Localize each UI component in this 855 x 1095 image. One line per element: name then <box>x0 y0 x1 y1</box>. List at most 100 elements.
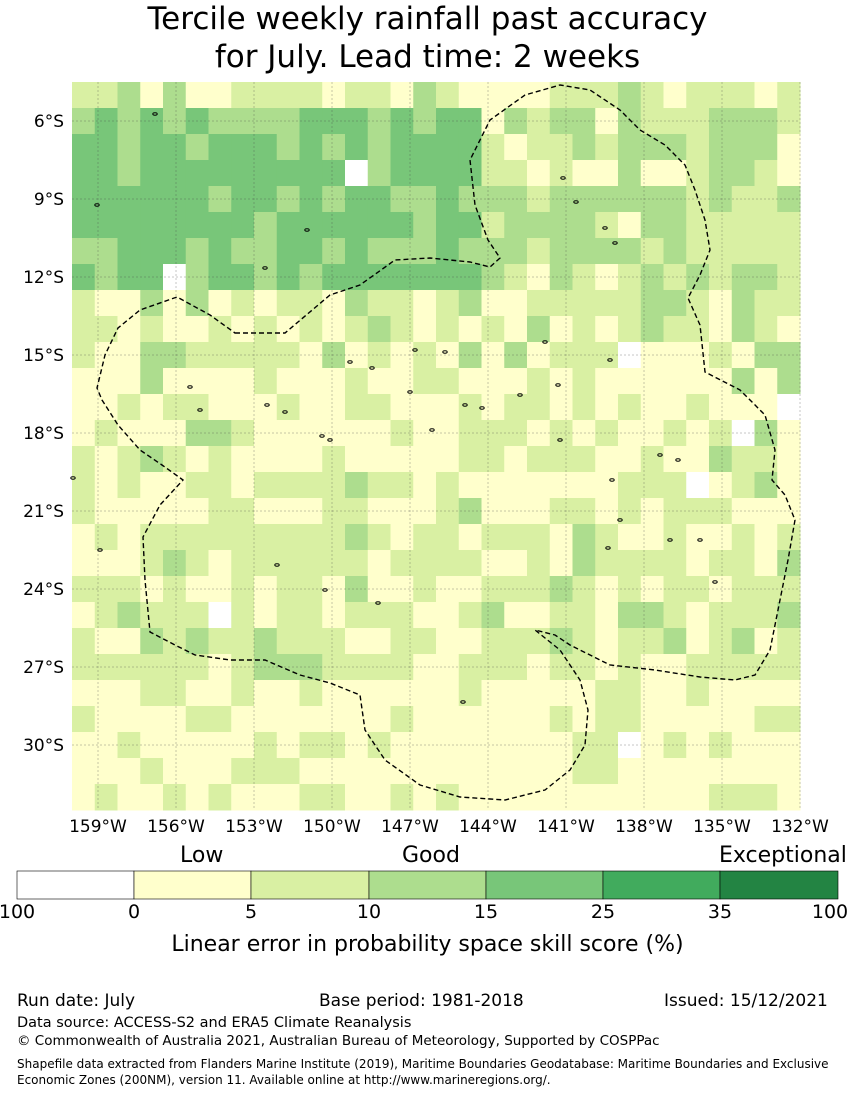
skill-cell <box>754 654 778 681</box>
skill-cell <box>94 368 118 395</box>
skill-cell <box>709 446 733 473</box>
island-outline <box>282 410 288 414</box>
skill-cell <box>731 342 755 369</box>
skill-cell <box>731 420 755 447</box>
skill-cell <box>254 134 278 161</box>
skill-cell <box>390 680 414 707</box>
skill-cell <box>731 394 755 421</box>
skill-cell <box>72 758 96 785</box>
skill-cell <box>458 446 482 473</box>
skill-cell <box>549 160 573 187</box>
skill-cell <box>481 134 505 161</box>
skill-cell <box>163 264 187 291</box>
skill-cell <box>504 680 528 707</box>
island-outline <box>347 360 353 364</box>
skill-cell <box>527 524 551 551</box>
skill-cell <box>527 186 551 213</box>
skill-cell <box>458 706 482 733</box>
island-outline <box>602 226 608 230</box>
skill-cell <box>208 550 232 577</box>
skill-cell <box>527 654 551 681</box>
skill-cell <box>777 316 801 343</box>
skill-cell <box>345 316 369 343</box>
skill-cell <box>390 446 414 473</box>
skill-cell <box>686 212 710 239</box>
skill-cell <box>140 758 164 785</box>
skill-cell <box>458 82 482 109</box>
skill-cell <box>367 316 391 343</box>
skill-cell <box>663 576 687 603</box>
colorbar-tick: 10 <box>356 901 382 923</box>
skill-cell <box>322 394 346 421</box>
island-outline <box>479 406 485 410</box>
skill-cell <box>276 368 300 395</box>
skill-cell <box>367 602 391 629</box>
skill-cell <box>436 212 460 239</box>
skill-cell <box>777 628 801 655</box>
skill-cell <box>117 472 141 499</box>
base-period: Base period: 1981-2018 <box>319 991 524 1011</box>
skill-cell <box>299 706 323 733</box>
skill-cell <box>322 628 346 655</box>
longitude-tick-label: 156°W <box>147 817 205 837</box>
skill-cell <box>117 628 141 655</box>
skill-cell <box>208 160 232 187</box>
skill-cell <box>504 368 528 395</box>
skill-cell <box>208 784 232 811</box>
island-outline <box>557 438 563 442</box>
skill-cell <box>185 212 209 239</box>
skill-cell <box>413 212 437 239</box>
skill-cell <box>299 82 323 109</box>
skill-cell <box>94 160 118 187</box>
skill-cell <box>436 290 460 317</box>
skill-cell <box>276 784 300 811</box>
colorbar-tick: 100 <box>0 901 36 923</box>
skill-cell <box>481 628 505 655</box>
skill-cell <box>481 550 505 577</box>
skill-cell <box>367 420 391 447</box>
skill-cell <box>731 212 755 239</box>
skill-cell <box>754 602 778 629</box>
skill-cell <box>777 602 801 629</box>
legend-good-label: Good <box>402 843 460 868</box>
skill-cell <box>185 82 209 109</box>
skill-cell <box>481 602 505 629</box>
colorbar-tick: 35 <box>707 901 733 923</box>
skill-cell <box>527 212 551 239</box>
skill-cell <box>504 134 528 161</box>
skill-cell <box>458 264 482 291</box>
skill-cell <box>345 446 369 473</box>
skill-cell <box>436 758 460 785</box>
skill-cell <box>140 628 164 655</box>
skill-cell <box>709 680 733 707</box>
skill-cell <box>390 108 414 135</box>
skill-cell <box>94 550 118 577</box>
skill-cell <box>140 550 164 577</box>
skill-cell <box>504 316 528 343</box>
skill-cell <box>595 758 619 785</box>
skill-cell <box>754 316 778 343</box>
skill-cell <box>367 212 391 239</box>
skill-cell <box>549 758 573 785</box>
skill-cell <box>231 472 255 499</box>
skill-cell <box>458 186 482 213</box>
skill-cell <box>367 654 391 681</box>
skill-cell <box>254 446 278 473</box>
skill-cell <box>481 394 505 421</box>
skill-cell <box>458 654 482 681</box>
island-outline <box>369 366 375 370</box>
skill-cell <box>254 680 278 707</box>
island-outline <box>712 580 718 584</box>
skill-cell <box>754 550 778 577</box>
skill-cell <box>595 602 619 629</box>
skill-cell <box>549 472 573 499</box>
skill-cell <box>640 784 664 811</box>
skill-cell <box>163 498 187 525</box>
skill-cell <box>663 160 687 187</box>
skill-cell <box>367 108 391 135</box>
skill-cell <box>481 680 505 707</box>
skill-cell <box>595 524 619 551</box>
skill-cell <box>458 498 482 525</box>
skill-cell <box>72 628 96 655</box>
latitude-tick-label: 9°S <box>34 190 64 210</box>
